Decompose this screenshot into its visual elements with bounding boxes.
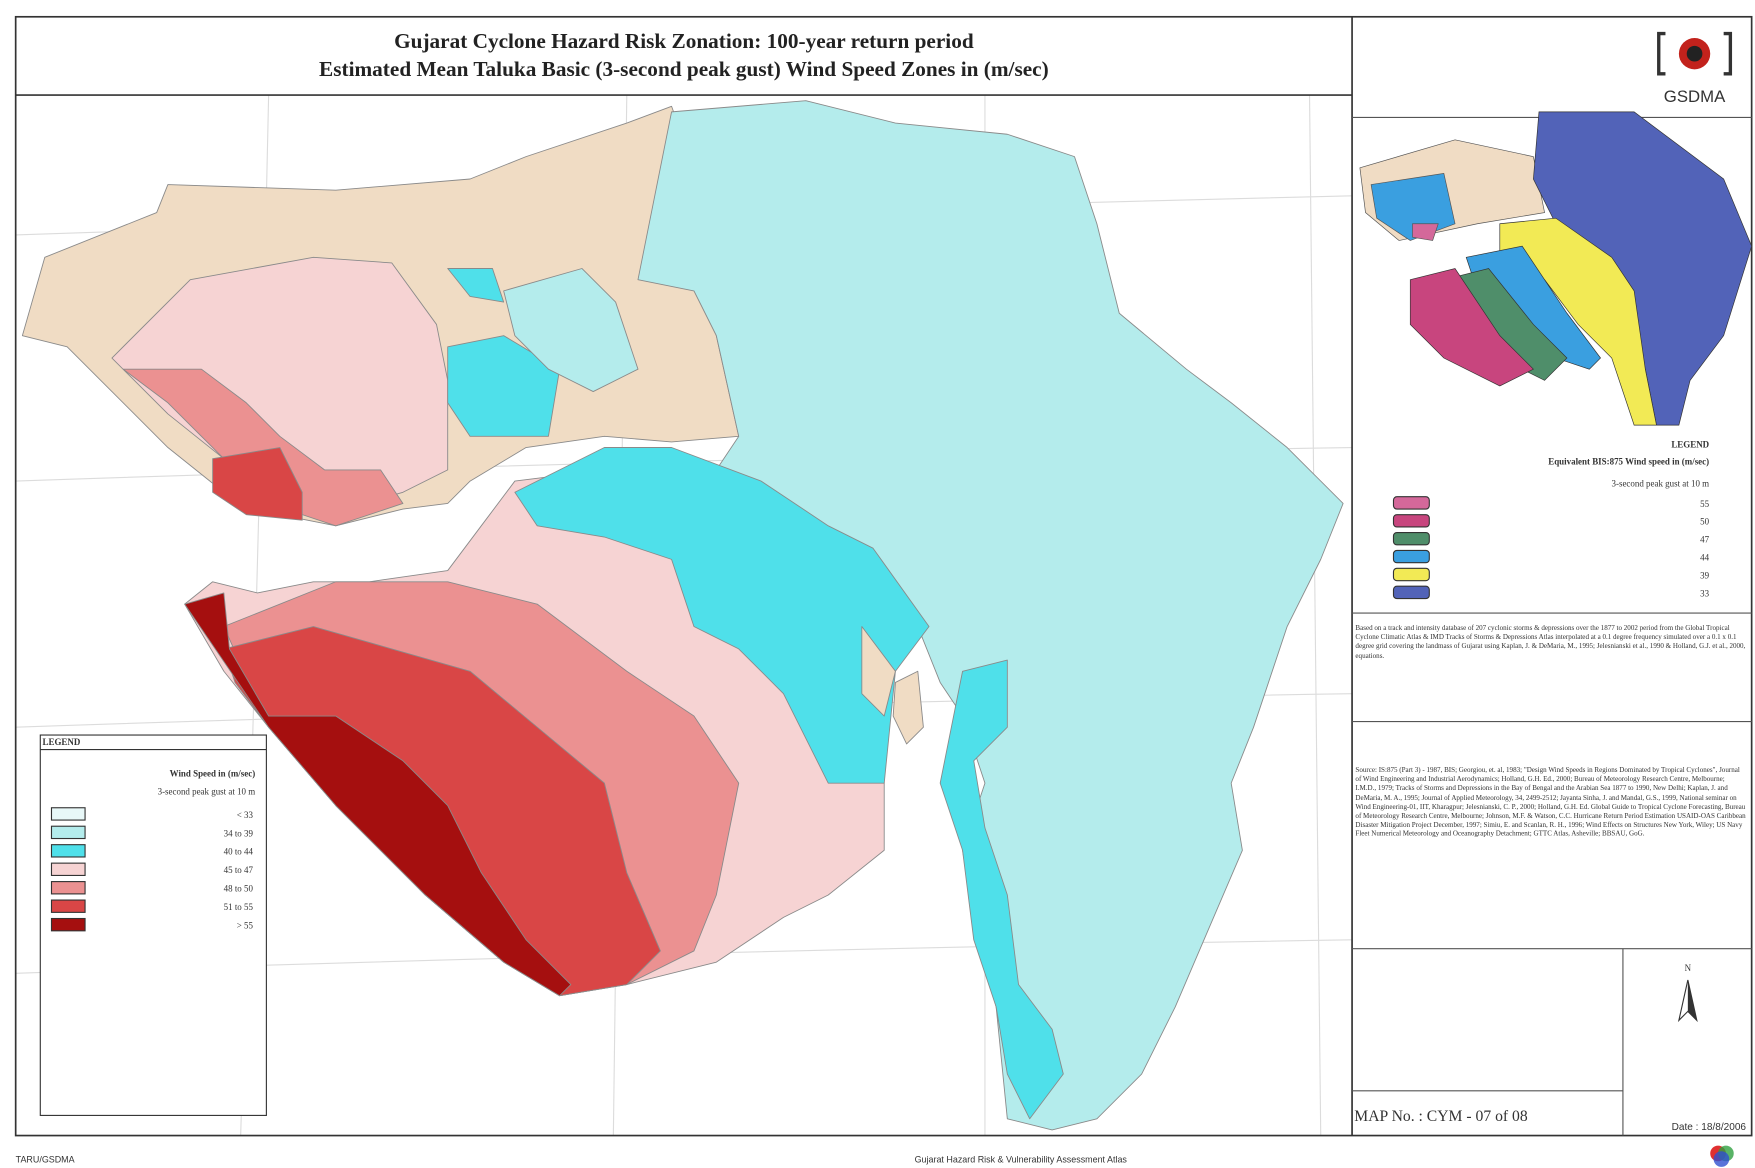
zone-region [939,659,1064,1120]
legend-label: 40 to 44 [224,847,254,857]
zone-region [503,268,639,393]
zone-region [184,592,572,997]
inset-legend-heading: Equivalent BIS:875 Wind speed in (m/sec) [1548,456,1709,466]
legend-swatch [50,844,86,858]
map-legend: LEGEND Wind Speed in (m/sec) 3-second pe… [39,734,267,1116]
gujarat-map [21,100,1344,1131]
legend-label: 34 to 39 [224,828,254,838]
inset-region [1409,268,1534,387]
legend-swatch [50,881,86,895]
legend-heading: Wind Speed in (m/sec) [170,768,256,778]
legend-swatch [1392,496,1430,510]
legend-label: 39 [1700,570,1709,580]
map-number: MAP No. : CYM - 07 of 08 [1354,1108,1528,1125]
inset-legend: LEGEND Equivalent BIS:875 Wind speed in … [1392,440,1710,600]
legend-swatch [50,862,86,876]
sheet-frame [14,15,1753,1137]
legend-title: LEGEND [43,737,81,747]
footer-center: Gujarat Hazard Risk & Vulnerability Asse… [915,1154,1128,1164]
legend-swatch [50,917,86,932]
legend-subheading: 3-second peak gust at 10 m [158,786,256,796]
map-subtitle: Estimated Mean Taluka Basic (3-second pe… [319,57,1049,81]
legend-label: 50 [1700,517,1709,527]
logo-text: GSDMA [1664,87,1726,106]
zone-region [447,268,505,303]
inset-legend-title: LEGEND [1671,440,1709,450]
north-label: N [1685,963,1692,973]
legend-label: 55 [1700,499,1709,509]
legend-label: 48 to 50 [224,884,254,894]
gulf-land [861,626,896,717]
legend-swatch [1392,567,1430,582]
legend-swatch [1392,549,1430,564]
inset-region [1412,223,1439,241]
legend-label: 44 [1700,553,1709,563]
inset-map [1359,111,1752,426]
inset-legend-subheading: 3-second peak gust at 10 m [1612,479,1710,489]
legend-label: 45 to 47 [224,865,254,875]
footer-left: TARU/GSDMA [16,1154,75,1164]
legend-swatch [50,899,86,913]
footer-mark [1710,1145,1734,1167]
map-date: Date : 18/8/2006 [1672,1122,1747,1133]
map-title: Gujarat Cyclone Hazard Risk Zonation: 10… [394,29,974,53]
legend-swatch [1392,531,1430,546]
zone-region [212,447,303,521]
legend-label: 33 [1700,588,1709,598]
legend-swatch [50,825,86,840]
note-box: Source: IS:875 (Part 3) - 1987, BIS; Geo… [1355,766,1746,839]
note-text: Based on a track and intensity database … [1355,624,1746,660]
north-arrow: N [1677,963,1698,1023]
legend-swatch [50,807,86,821]
note-text: Source: IS:875 (Part 3) - 1987, BIS; Geo… [1355,766,1746,839]
note-box: Based on a track and intensity database … [1355,624,1746,660]
legend-swatch [1392,585,1430,600]
logo: GSDMA [1657,31,1733,106]
zone-region [447,335,561,437]
legend-label: 47 [1700,535,1709,545]
legend-label: > 55 [237,921,254,931]
legend-swatch [1392,514,1430,528]
legend-label: < 33 [237,810,254,820]
island-land [892,670,924,745]
zone-region [514,447,930,784]
legend-label: 51 to 55 [224,902,254,912]
